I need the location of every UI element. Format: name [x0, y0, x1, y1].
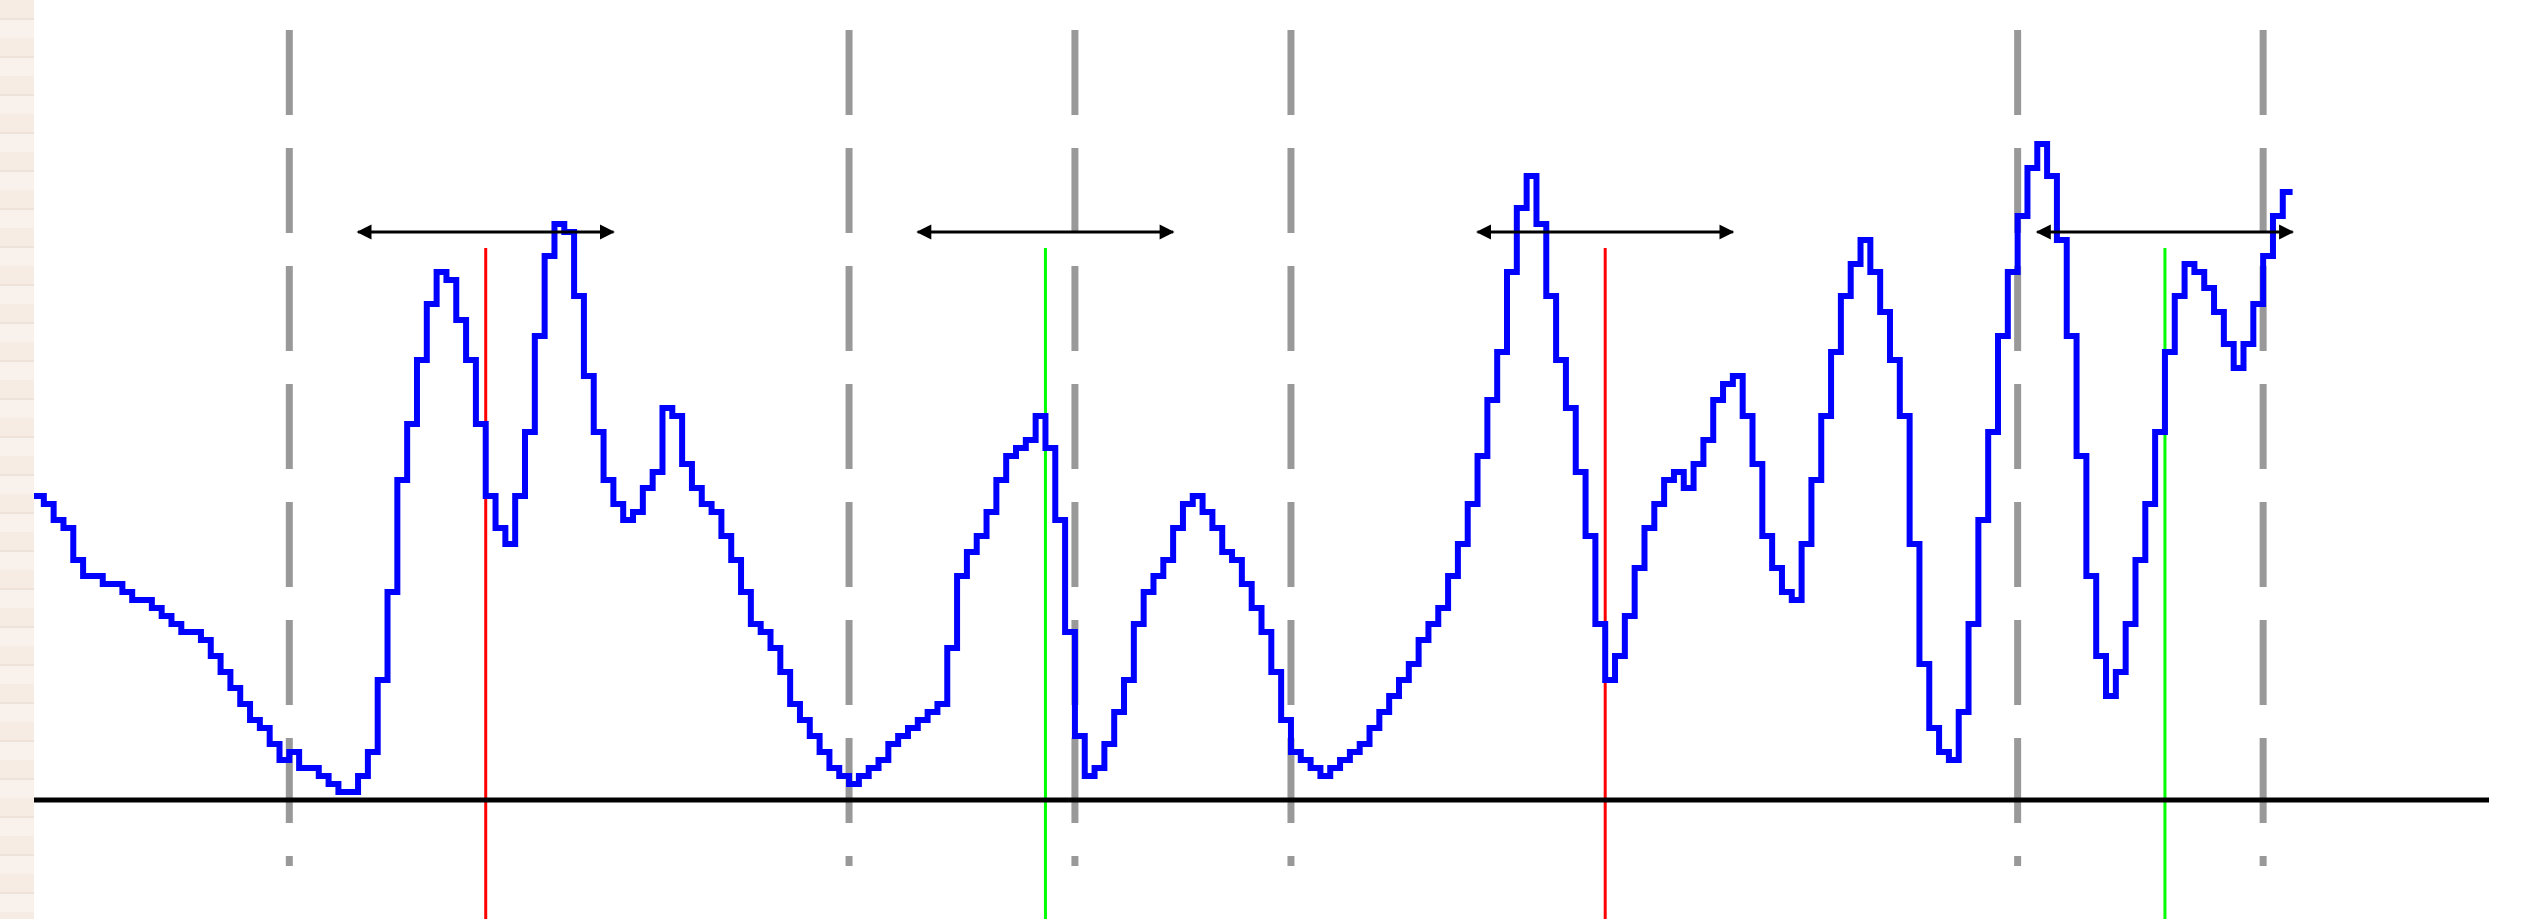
- left-edge-strip: [0, 0, 34, 919]
- vertical-markers: [285, 30, 2267, 919]
- series-line-0: [34, 141, 2293, 795]
- series-group: [34, 141, 2293, 795]
